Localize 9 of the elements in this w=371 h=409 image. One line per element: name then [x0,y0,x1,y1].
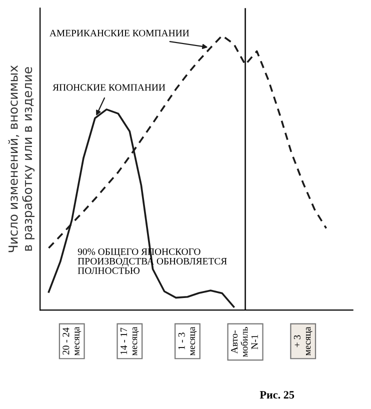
text: ЯПОНСКИЕ КОМПАНИИ [52,84,166,91]
x-tick-label: Авто- мобиль N-1 [231,326,258,357]
x-tick-label: 1 - 3 месяца [178,326,197,356]
x-tick-label: 14 - 17 месяца [120,326,139,356]
y-axis-title: Число изменений, вносимых в разработку или в изделие [8,65,35,252]
x-tick-label: + 3 месяца [294,326,312,356]
text: АМЕРИКАНСКИЕ КОМПАНИИ [50,30,190,36]
x-tick-label: 20 - 24 месяца [62,326,82,356]
text: Рис. 25 [260,391,294,399]
